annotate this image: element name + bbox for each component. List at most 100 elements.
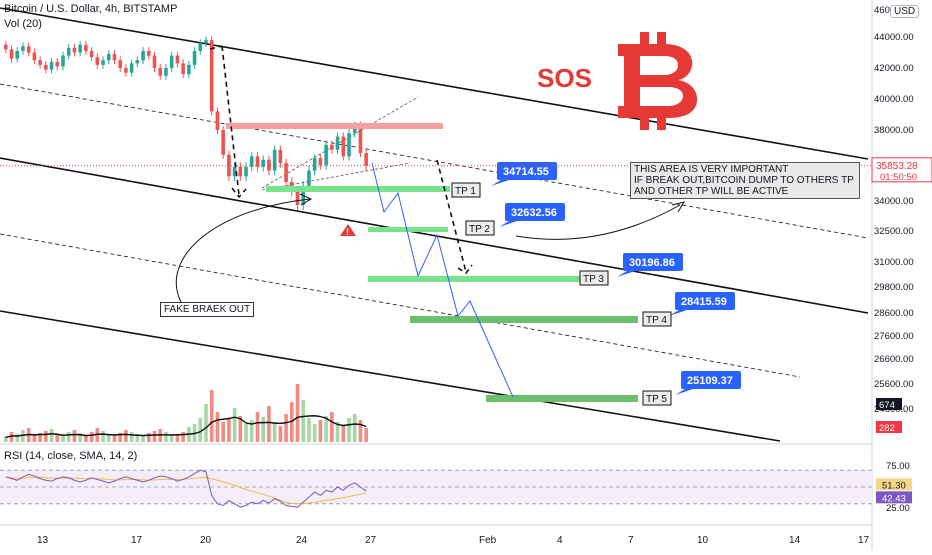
price-tick-label: 42000.00 [874, 63, 914, 74]
tp-box [465, 220, 495, 236]
volume-bar [255, 412, 260, 442]
volume-bar [215, 412, 220, 442]
candle-body [255, 156, 260, 167]
volume-bar [9, 432, 14, 442]
target-value-box [505, 203, 565, 221]
candle-body [164, 68, 168, 76]
rsi-sma-badge [876, 478, 912, 491]
price-tick-label: 38000.00 [874, 125, 914, 136]
candle-body [204, 40, 208, 44]
volume-bar [55, 434, 60, 442]
volume-bar [101, 431, 105, 442]
tp-label: TP 1 [455, 186, 476, 197]
candle-body [364, 153, 368, 166]
volume-bar [330, 412, 334, 442]
annotations: ! [175, 32, 698, 398]
channel-line [0, 233, 801, 378]
candle-body [21, 46, 25, 51]
target-value-pointer [499, 221, 517, 227]
volume-bar [358, 420, 363, 442]
volume-label: Vol (20) [4, 18, 42, 30]
target-value-pointer [669, 310, 687, 316]
volume-bar [318, 420, 323, 442]
rsi-badge [876, 491, 912, 504]
price-tick-label: 34000.00 [874, 196, 914, 207]
target-zone [486, 395, 638, 402]
candle-body [244, 166, 248, 177]
price-tick-label: 46000 [874, 5, 900, 16]
price-tick-label: 26600.00 [874, 354, 914, 365]
time-tick-label: 13 [37, 535, 49, 546]
candle-body [61, 55, 65, 67]
time-tick-label: 7 [628, 535, 634, 546]
candle-body [215, 111, 220, 130]
volume-badge-1-label: 674 [879, 400, 895, 411]
volume-bar [32, 435, 37, 442]
volume-bar [72, 430, 77, 442]
projection-path [371, 162, 514, 398]
channel-lines [0, 7, 869, 442]
candle-body [318, 158, 323, 165]
target-value-label: 32632.56 [511, 207, 557, 219]
volume-bar [341, 426, 346, 442]
candle-body [341, 136, 346, 157]
candle-body [44, 64, 48, 70]
volume-bar [95, 428, 100, 442]
volume-bar [15, 434, 20, 442]
candle-body [238, 166, 243, 177]
volume-bar [347, 418, 351, 442]
price-tick-label: 32500.00 [874, 226, 914, 237]
candle-body [358, 125, 363, 154]
candle-body [158, 68, 163, 76]
candle-body [112, 54, 117, 61]
time-tick-label: 17 [858, 535, 870, 546]
target-value-label: 34714.55 [503, 166, 549, 178]
candle-body [106, 54, 111, 61]
rsi-value: 42.43 [882, 493, 906, 504]
candle-body [4, 44, 8, 50]
channel-line [0, 157, 869, 314]
candle-body [9, 49, 14, 59]
time-tick-label: 20 [200, 535, 212, 546]
time-tick-label: 14 [789, 535, 801, 546]
volume-bar [38, 433, 42, 442]
candle-body [141, 50, 145, 61]
volume-bar [4, 436, 8, 442]
bitcoin-logo-body [618, 44, 698, 118]
volume-bar [49, 429, 54, 442]
volume-ma [5, 415, 367, 439]
volume-bar [89, 432, 94, 442]
time-tick-label: 10 [697, 535, 709, 546]
volume-bar [112, 435, 117, 442]
rsi-label: RSI (14, close, SMA, 14, 2) [4, 450, 138, 462]
wedge-upper [261, 96, 419, 189]
volume-bar [312, 424, 317, 442]
candle-body [84, 44, 88, 51]
channel-line [0, 7, 869, 160]
volume-bar [181, 432, 185, 442]
resistance-zone [226, 123, 443, 129]
bitcoin-logo-tick [657, 32, 666, 48]
candle-body [267, 159, 271, 171]
last-price-label: 35853.28 [876, 161, 918, 172]
candle-body [147, 50, 151, 56]
candle-body [249, 156, 254, 167]
volume-bar [66, 432, 71, 442]
volume-bar [21, 430, 25, 442]
candle-body [101, 60, 105, 65]
target-value-label: 25109.37 [687, 375, 733, 387]
rsi-sma-line [5, 476, 367, 505]
volume-bar [249, 420, 254, 442]
currency-button[interactable]: USD [890, 5, 920, 18]
target-value-box [675, 292, 735, 310]
candle-body [352, 125, 357, 134]
bitcoin-logo-tick [657, 114, 666, 130]
rsi-pane: 75.00 25.00 51.30 42.43 [0, 461, 912, 514]
candle-body [187, 64, 191, 75]
candle-body [312, 158, 317, 171]
candle-body [78, 44, 82, 53]
candle-body [324, 144, 328, 165]
bitcoin-logo [618, 32, 698, 130]
tp-box [451, 182, 481, 198]
